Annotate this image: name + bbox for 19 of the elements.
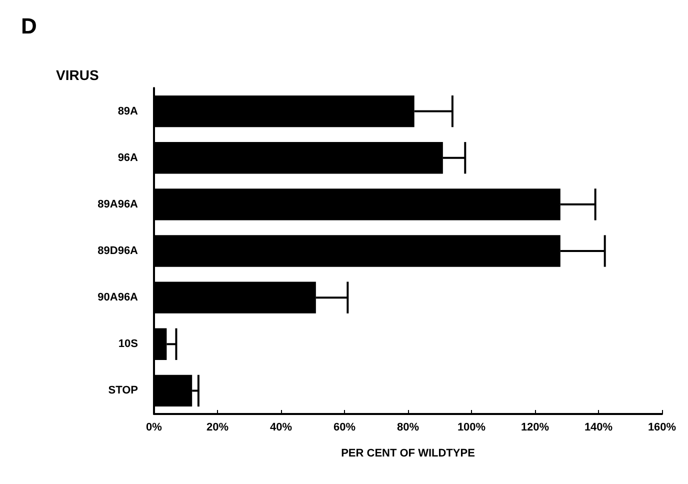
chart-title: D <box>21 14 37 38</box>
x-tick-label: 40% <box>270 422 292 434</box>
y-tick-label: 96A <box>118 152 138 164</box>
x-tick-label: 160% <box>648 422 676 434</box>
y-tick-label: 10S <box>118 338 138 350</box>
x-tick-label: 80% <box>396 422 420 434</box>
x-tick-label: 120% <box>520 422 550 434</box>
y-tick-label: 89D96A <box>98 245 138 257</box>
y-tick-label: 89A96A <box>98 198 138 210</box>
y-tick-label: STOP <box>108 384 138 397</box>
y-tick-label: 89A <box>118 105 138 118</box>
x-tick-label: 0% <box>146 422 162 434</box>
x-tick-label: 20% <box>206 422 229 434</box>
y-tick-label: 90A96A <box>98 292 138 304</box>
x-tick-label: 140% <box>584 422 613 434</box>
x-tick-label: 60% <box>333 422 356 434</box>
y-axis-title: VIRUS <box>56 67 99 83</box>
x-axis-title: PER CENT OF WILDTYPE <box>341 448 475 460</box>
x-tick-label: 100% <box>457 422 486 434</box>
